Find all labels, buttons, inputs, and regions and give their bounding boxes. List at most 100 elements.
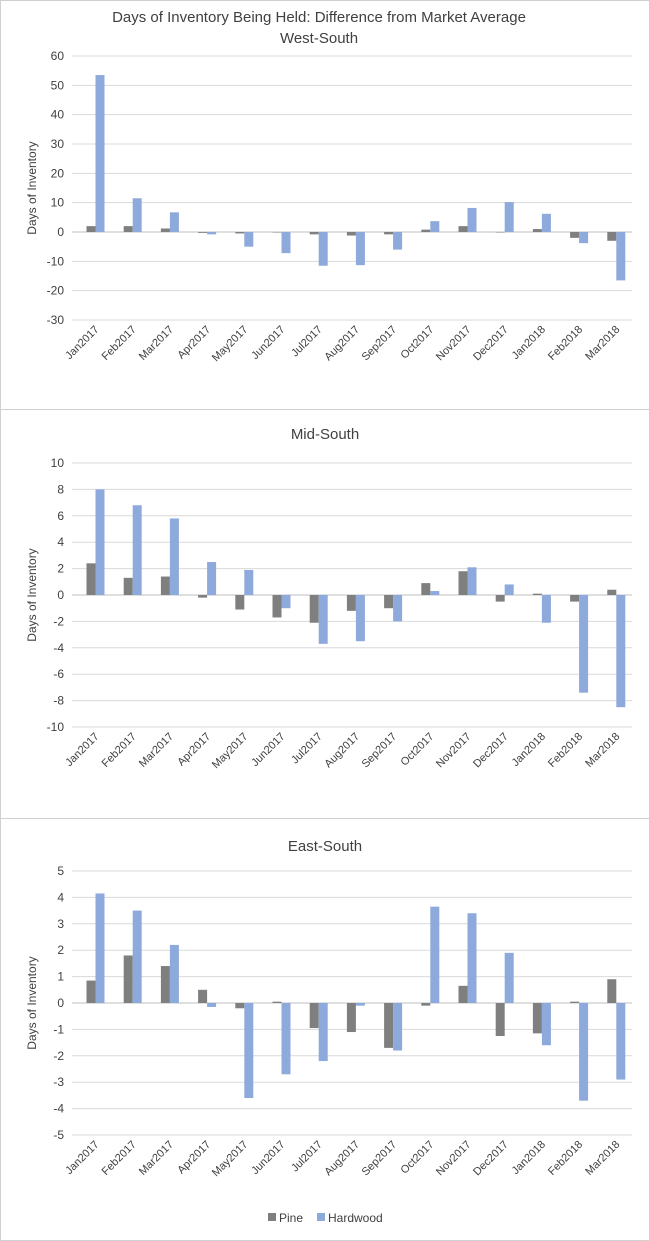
chart-3-y-tick-3: 2 (57, 943, 64, 957)
chart-3-bar-pine-dec2017 (495, 1003, 505, 1036)
chart-3-bar-hardwood-jan2018 (541, 1003, 551, 1046)
chart-1-bar-pine-mar2018 (607, 232, 617, 241)
chart-2-bar-hardwood-mar2018 (616, 595, 626, 708)
chart-2-bar-hardwood-feb2018 (579, 595, 589, 693)
chart-2-bar-hardwood-aug2017 (355, 595, 365, 642)
chart-3-bar-pine-feb2018 (570, 1001, 580, 1003)
chart-2-bar-pine-nov2017 (458, 571, 468, 595)
chart-3-y-tick-7: -2 (53, 1049, 64, 1063)
chart-1-y-tick-2: 40 (51, 108, 65, 122)
chart-1-bar-pine-sep2017 (384, 232, 394, 235)
chart-1-y-axis-label: Days of Inventory (25, 141, 39, 234)
chart-3-bar-hardwood-jan2017 (95, 893, 105, 1003)
chart-2-y-tick-6: -2 (53, 614, 64, 628)
chart-3-bar-hardwood-oct2017 (430, 906, 440, 1003)
chart-2-y-tick-7: -4 (53, 641, 64, 655)
panel-frame-west-south (0, 0, 650, 410)
chart-2-y-tick-8: -6 (53, 667, 64, 681)
legend-label-pine: Pine (279, 1211, 303, 1225)
chart-1-bar-hardwood-jun2017 (281, 232, 291, 254)
chart-1-bar-hardwood-nov2017 (467, 207, 477, 232)
chart-2-bar-pine-oct2017 (421, 583, 431, 595)
chart-3-bar-hardwood-mar2018 (616, 1003, 626, 1080)
chart-2-bar-pine-jan2017 (86, 563, 96, 595)
chart-1-bar-pine-mar2017 (160, 228, 170, 232)
chart-2-bar-hardwood-oct2017 (430, 591, 440, 595)
chart-1-bar-pine-feb2017 (123, 226, 133, 232)
chart-3-title: East-South (288, 838, 362, 855)
chart-2-bar-hardwood-jan2017 (95, 489, 105, 595)
chart-1-bar-hardwood-oct2017 (430, 221, 440, 232)
chart-1-bar-hardwood-sep2017 (393, 232, 403, 250)
chart-1-bar-hardwood-dec2017 (504, 202, 514, 232)
chart-2-y-tick-0: 10 (51, 456, 65, 470)
legend-swatch-pine (268, 1213, 276, 1221)
chart-3-bar-hardwood-sep2017 (393, 1003, 403, 1051)
legend-swatch-hardwood (317, 1213, 325, 1221)
chart-3-y-tick-8: -3 (53, 1075, 64, 1089)
chart-3-bar-hardwood-jun2017 (281, 1003, 291, 1075)
chart-3-y-tick-2: 3 (57, 917, 64, 931)
chart-3-bar-pine-may2017 (235, 1003, 245, 1009)
chart-2-bar-hardwood-apr2017 (207, 562, 217, 595)
chart-3-bar-pine-jan2017 (86, 980, 96, 1003)
chart-2-bar-hardwood-jun2017 (281, 595, 291, 609)
chart-2-bar-hardwood-may2017 (244, 569, 254, 595)
chart-3-bar-pine-jan2018 (532, 1003, 542, 1034)
chart-2-y-tick-4: 2 (57, 562, 64, 576)
chart-2-bar-pine-dec2017 (495, 595, 505, 602)
chart-1-bar-pine-jan2018 (532, 229, 542, 232)
chart-1-bar-hardwood-feb2017 (132, 198, 142, 232)
chart-3-y-tick-10: -5 (53, 1128, 64, 1142)
chart-2-bar-hardwood-feb2017 (132, 505, 142, 595)
chart-2-y-tick-9: -8 (53, 694, 64, 708)
chart-2-bar-pine-aug2017 (346, 595, 356, 611)
chart-1-bar-hardwood-jul2017 (318, 232, 328, 266)
chart-2-bar-pine-feb2017 (123, 577, 133, 595)
chart-3-bar-pine-mar2018 (607, 979, 617, 1003)
chart-1-y-tick-8: -20 (47, 284, 65, 298)
chart-3-bar-hardwood-aug2017 (355, 1003, 365, 1006)
chart-3-y-tick-5: 0 (57, 996, 64, 1010)
chart-3-bar-hardwood-nov2017 (467, 913, 477, 1003)
chart-1-bar-hardwood-mar2018 (616, 232, 626, 281)
chart-1-y-tick-6: 0 (57, 225, 64, 239)
chart-1-bar-hardwood-apr2017 (207, 232, 217, 235)
chart-1-y-tick-1: 50 (51, 78, 65, 92)
chart-2-bar-hardwood-dec2017 (504, 584, 514, 595)
chart-3-bar-hardwood-apr2017 (207, 1003, 217, 1007)
chart-2-bar-pine-may2017 (235, 595, 245, 610)
chart-2-bar-pine-sep2017 (384, 595, 394, 609)
chart-3-y-tick-0: 5 (57, 864, 64, 878)
chart-2-bar-hardwood-mar2017 (169, 518, 179, 595)
chart-2-bar-pine-jun2017 (272, 595, 282, 618)
chart-1-bar-pine-jul2017 (309, 232, 319, 235)
chart-3-y-tick-9: -4 (53, 1102, 64, 1116)
chart-3-bar-hardwood-mar2017 (169, 944, 179, 1003)
chart-1-bar-pine-dec2017 (495, 232, 505, 233)
chart-3-bar-pine-jul2017 (309, 1003, 319, 1029)
chart-2-y-tick-10: -10 (47, 720, 65, 734)
chart-1-bar-hardwood-jan2017 (95, 75, 105, 232)
chart-3-bar-pine-feb2017 (123, 955, 133, 1003)
chart-2-title: Mid-South (291, 426, 359, 443)
legend-label-hardwood: Hardwood (328, 1211, 383, 1225)
chart-1-bar-pine-feb2018 (570, 232, 580, 238)
chart-3-bar-hardwood-may2017 (244, 1003, 254, 1099)
chart-3-bar-hardwood-feb2018 (579, 1003, 589, 1101)
chart-3-y-axis-label: Days of Inventory (25, 956, 39, 1049)
legend: Pine Hardwood (268, 1211, 383, 1225)
chart-3-bar-pine-sep2017 (384, 1003, 394, 1048)
chart-1-subtitle: West-South (280, 30, 358, 47)
chart-1-bar-pine-nov2017 (458, 226, 468, 232)
chart-1-y-tick-4: 20 (51, 166, 65, 180)
chart-3-bar-hardwood-feb2017 (132, 910, 142, 1003)
chart-1-bar-hardwood-may2017 (244, 232, 254, 247)
chart-2-bar-pine-jan2018 (532, 593, 542, 595)
chart-3-bar-pine-oct2017 (421, 1003, 431, 1006)
chart-3-bar-pine-aug2017 (346, 1003, 356, 1033)
chart-2-bar-pine-feb2018 (570, 595, 580, 602)
chart-2-bar-hardwood-jul2017 (318, 595, 328, 644)
chart-1-bar-hardwood-mar2017 (169, 212, 179, 232)
chart-1-bar-pine-apr2017 (198, 232, 208, 233)
